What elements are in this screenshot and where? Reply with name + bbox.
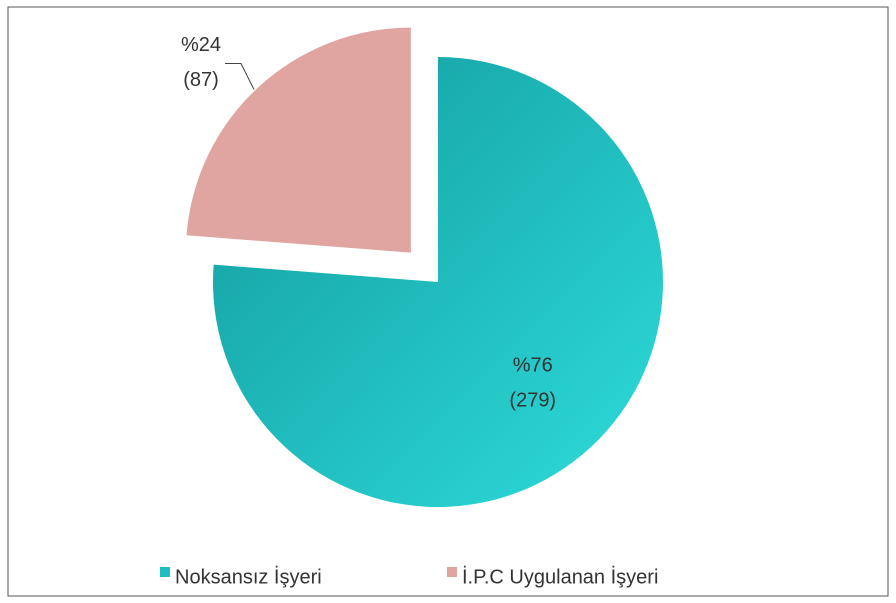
value-label: (87) [183, 69, 219, 91]
legend-label: İ.P.C Uygulanan İşyeri [462, 565, 658, 588]
legend-swatch [160, 567, 170, 577]
legend-label: Noksansız İşyeri [175, 565, 322, 588]
frame [7, 6, 889, 597]
percent-label: %24 [181, 34, 221, 56]
pie-slice [186, 27, 411, 253]
percent-label: %76 [513, 355, 553, 377]
leader-line [224, 63, 255, 90]
legend-swatch [447, 567, 457, 577]
pie-slice [212, 57, 664, 507]
value-label: (279) [509, 390, 556, 412]
